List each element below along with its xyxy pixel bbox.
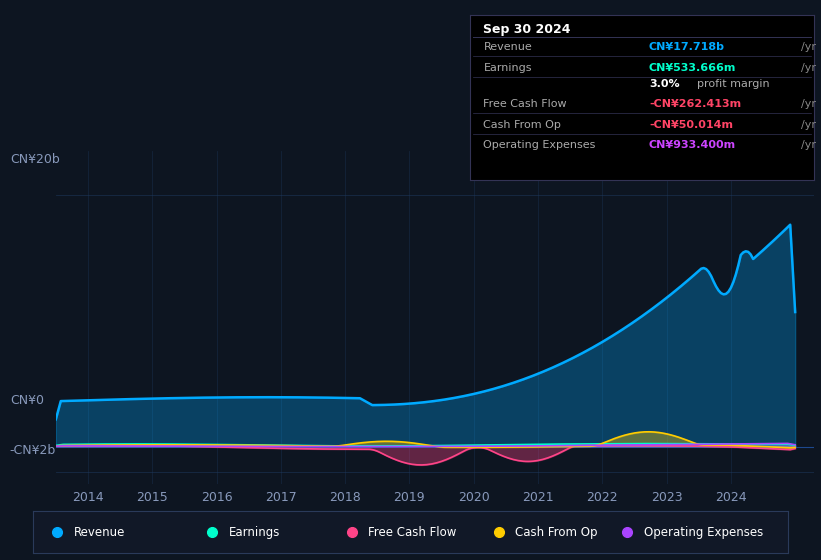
Text: Free Cash Flow: Free Cash Flow — [484, 99, 567, 109]
Text: -CN¥262.413m: -CN¥262.413m — [649, 99, 741, 109]
Text: Earnings: Earnings — [484, 63, 532, 73]
Text: 3.0%: 3.0% — [649, 79, 680, 88]
Text: CN¥533.666m: CN¥533.666m — [649, 63, 736, 73]
Text: CN¥17.718b: CN¥17.718b — [649, 41, 725, 52]
Text: /yr: /yr — [800, 140, 815, 150]
Text: /yr: /yr — [800, 63, 815, 73]
Text: Sep 30 2024: Sep 30 2024 — [484, 24, 571, 36]
Text: CN¥933.400m: CN¥933.400m — [649, 140, 736, 150]
Text: Earnings: Earnings — [228, 526, 280, 539]
Text: Revenue: Revenue — [74, 526, 125, 539]
Text: CN¥20b: CN¥20b — [10, 153, 60, 166]
Text: Revenue: Revenue — [484, 41, 532, 52]
Text: -CN¥50.014m: -CN¥50.014m — [649, 120, 733, 130]
Text: Free Cash Flow: Free Cash Flow — [368, 526, 456, 539]
Text: Cash From Op: Cash From Op — [516, 526, 598, 539]
Text: -CN¥2b: -CN¥2b — [10, 444, 56, 458]
Text: Operating Expenses: Operating Expenses — [644, 526, 764, 539]
Text: /yr: /yr — [800, 99, 815, 109]
Text: /yr: /yr — [800, 41, 815, 52]
Text: Operating Expenses: Operating Expenses — [484, 140, 596, 150]
Text: CN¥0: CN¥0 — [10, 394, 44, 407]
Text: /yr: /yr — [800, 120, 815, 130]
Text: profit margin: profit margin — [697, 79, 770, 88]
Text: Cash From Op: Cash From Op — [484, 120, 562, 130]
